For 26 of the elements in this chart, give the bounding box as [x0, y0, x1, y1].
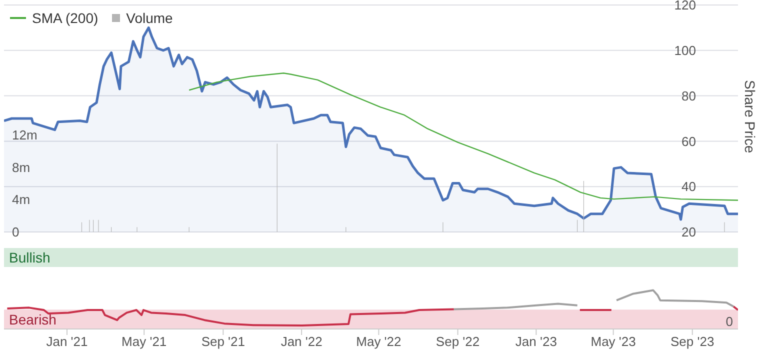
y-tick-label: 0: [12, 224, 20, 240]
band-label: Bearish: [9, 311, 56, 328]
legend-label: Volume: [126, 10, 173, 26]
y2-tick-label: 120: [674, 0, 696, 13]
x-tick-label: May '22: [356, 334, 402, 350]
x-tick-label: Jan '23: [515, 334, 557, 350]
x-tick-label: May '23: [590, 334, 636, 350]
x-tick-label: May '21: [122, 334, 167, 350]
band-label: Bullish: [9, 249, 50, 266]
y2-tick-label: 20: [682, 224, 696, 240]
x-tick-label: Sep '23: [670, 334, 714, 350]
annotation: 0: [726, 314, 733, 329]
line-series: [188, 72, 738, 201]
y2-tick-label: 100: [674, 43, 696, 58]
x-tick-label: Jan '22: [280, 334, 322, 350]
y2-tick-label: 60: [682, 134, 696, 149]
x-tick-label: Sep '21: [201, 334, 246, 350]
x-tick-label: Sep '22: [436, 334, 480, 350]
y2-axis-title: Share Price: [742, 80, 758, 154]
y2-tick-label: 80: [682, 88, 696, 104]
x-tick-label: Jan '21: [46, 334, 88, 350]
legend-label: SMA (200): [32, 10, 98, 26]
y-tick-label: 4m: [12, 192, 30, 208]
y-tick-label: 12m: [12, 127, 38, 142]
y2-tick-label: 40: [682, 179, 696, 194]
y-tick-label: 8m: [12, 160, 30, 175]
